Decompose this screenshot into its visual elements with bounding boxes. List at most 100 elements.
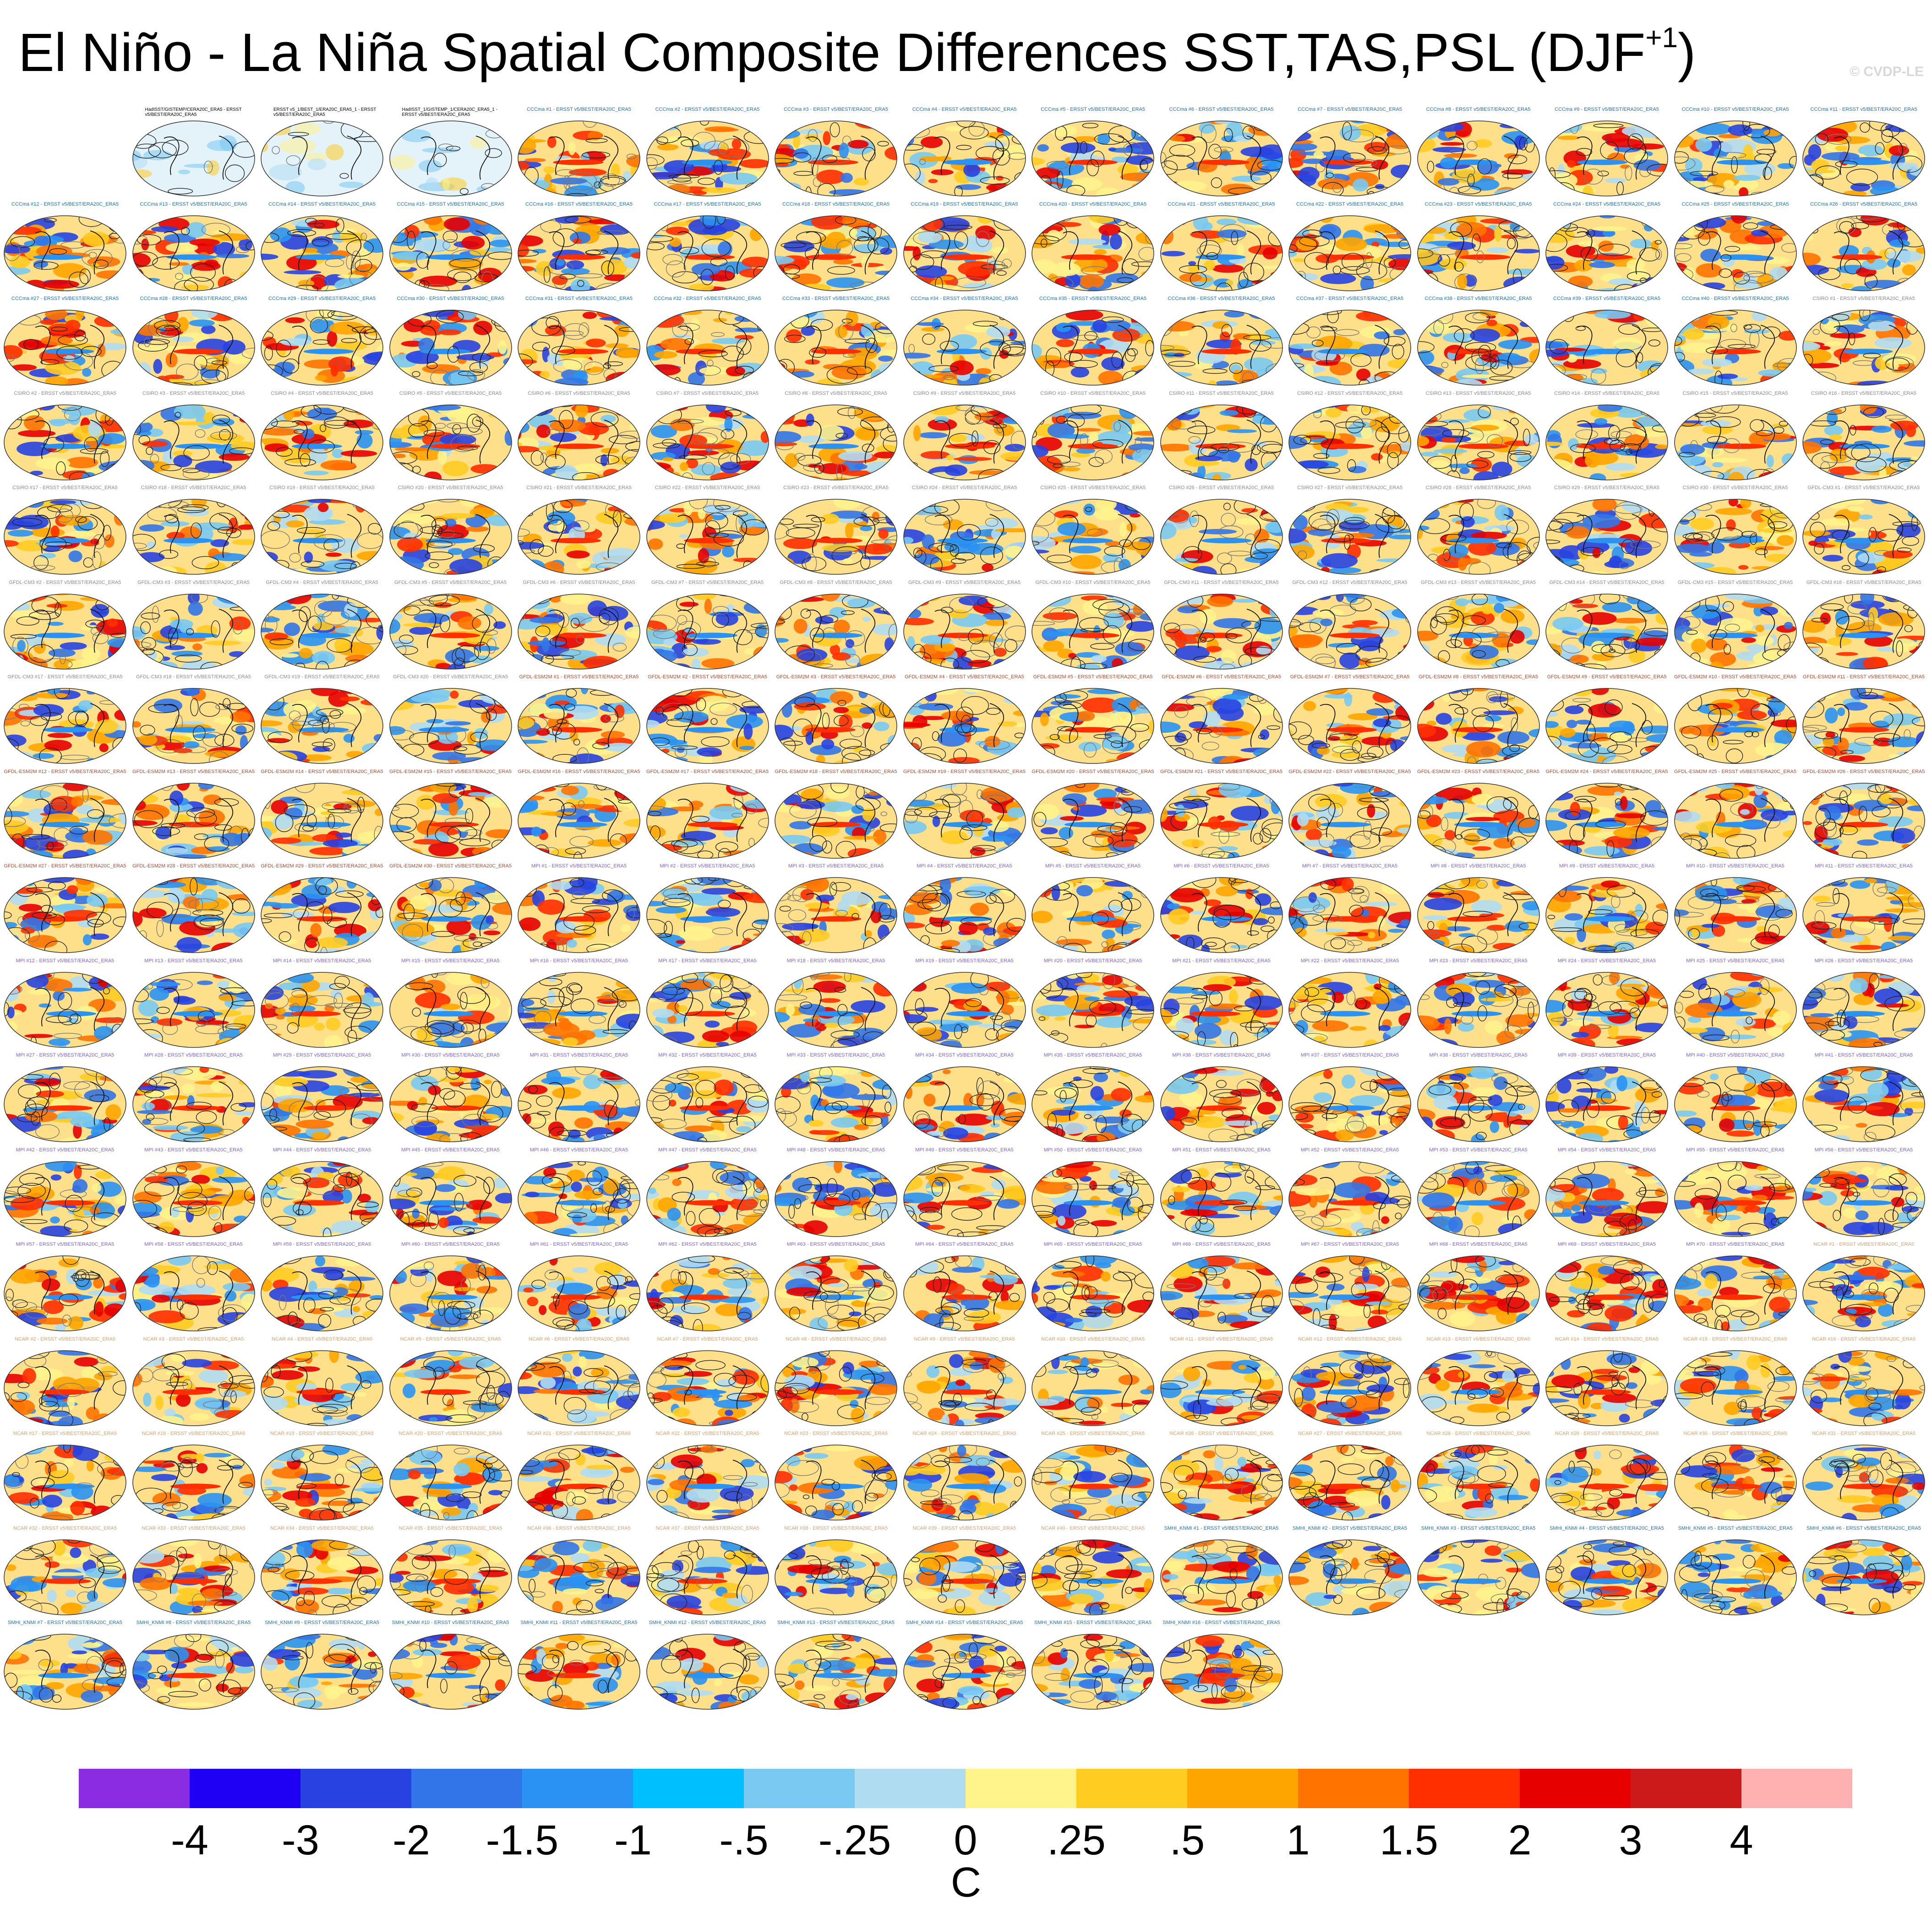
map-panel: GFDL-CM3 #3 - ERSST v5/BEST/ERA20C_ERA5 [131,580,257,670]
map-plot [1802,215,1925,291]
map-plot [1031,1161,1154,1237]
map-plot [389,215,512,291]
colorbar [79,1769,1852,1808]
map-plot [1160,1255,1283,1331]
map-panel: GFDL-ESM2M #10 - ERSST v5/BEST/ERA20C_ER… [1672,675,1799,764]
panel-title: CCCma #15 - ERSST v5/BEST/ERA20C_ERA5 [397,202,504,207]
map-panel: CCCma #33 - ERSST v5/BEST/ERA20C_ERA5 [773,296,899,386]
panel-title: CCCma #13 - ERSST v5/BEST/ERA20C_ERA5 [140,202,247,207]
map-panel: GFDL-CM3 #10 - ERSST v5/BEST/ERA20C_ERA5 [1030,580,1156,670]
panel-title: CCCma #38 - ERSST v5/BEST/ERA20C_ERA5 [1424,296,1532,301]
map-plot [1802,1161,1925,1237]
map-panel: MPI #29 - ERSST v5/BEST/ERA20C_ERA5 [259,1053,385,1143]
panel-title: MPI #21 - ERSST v5/BEST/ERA20C_ERA5 [1172,958,1271,964]
map-panel: MPI #46 - ERSST v5/BEST/ERA20C_ERA5 [516,1148,642,1238]
map-panel: MPI #70 - ERSST v5/BEST/ERA20C_ERA5 [1672,1242,1799,1332]
map-plot [1674,593,1797,670]
panel-title: CCCma #1 - ERSST v5/BEST/ERA20C_ERA5 [527,107,631,112]
panel-title: SMHI_KNMI #15 - ERSST v5/BEST/ERA20C_ERA… [1034,1620,1152,1625]
map-plot [775,782,897,859]
map-plot [132,1634,255,1710]
colorbar-segment [1187,1769,1298,1808]
map-plot [261,1445,383,1521]
panel-title: CCCma #28 - ERSST v5/BEST/ERA20C_ERA5 [140,296,247,301]
map-panel: CSIRO #18 - ERSST v5/BEST/ERA20C_ERA5 [131,485,257,575]
map-plot [903,1634,1026,1710]
panel-title: SMHI_KNMI #6 - ERSST v5/BEST/ERA20C_ERA5 [1806,1526,1921,1531]
panel-title: GFDL-ESM2M #5 - ERSST v5/BEST/ERA20C_ERA… [1033,675,1153,680]
panel-title: CCCma #35 - ERSST v5/BEST/ERA20C_ERA5 [1039,296,1146,301]
map-plot [1674,782,1797,859]
map-panel: CSIRO #28 - ERSST v5/BEST/ERA20C_ERA5 [1415,485,1542,575]
map-panel: CCCma #5 - ERSST v5/BEST/ERA20C_ERA5 [1030,107,1156,197]
map-plot [389,1161,512,1237]
map-plot [1417,877,1540,953]
map-panel: GFDL-CM3 #16 - ERSST v5/BEST/ERA20C_ERA5 [1801,580,1927,670]
map-plot [1545,593,1668,670]
map-panel: MPI #32 - ERSST v5/BEST/ERA20C_ERA5 [644,1053,771,1143]
panel-title: CSIRO #3 - ERSST v5/BEST/ERA20C_ERA5 [142,391,245,396]
map-panel: GFDL-CM3 #5 - ERSST v5/BEST/ERA20C_ERA5 [387,580,514,670]
map-panel: MPI #40 - ERSST v5/BEST/ERA20C_ERA5 [1672,1053,1799,1143]
map-plot [1417,1066,1540,1142]
map-plot [646,404,769,480]
map-panel: CCCma #19 - ERSST v5/BEST/ERA20C_ERA5 [901,202,1028,292]
map-plot [389,1634,512,1710]
map-panel: SMHI_KNMI #1 - ERSST v5/BEST/ERA20C_ERA5 [1158,1526,1285,1616]
map-plot [1160,215,1283,291]
panel-title: CSIRO #10 - ERSST v5/BEST/ERA20C_ERA5 [1040,391,1146,396]
panel-title: NCAR #14 - ERSST v5/BEST/ERA20C_ERA5 [1555,1336,1659,1342]
map-plot [132,1255,255,1331]
map-plot [261,877,383,953]
map-panel: GFDL-ESM2M #23 - ERSST v5/BEST/ERA20C_ER… [1415,769,1542,859]
map-plot [1545,499,1668,575]
map-plot [646,120,769,196]
panel-title: CCCma #16 - ERSST v5/BEST/ERA20C_ERA5 [525,202,633,207]
panel-title: NCAR #39 - ERSST v5/BEST/ERA20C_ERA5 [912,1526,1016,1531]
panel-title: MPI #70 - ERSST v5/BEST/ERA20C_ERA5 [1686,1242,1785,1247]
map-panel: CCCma #27 - ERSST v5/BEST/ERA20C_ERA5 [2,296,128,386]
map-panel: GFDL-ESM2M #1 - ERSST v5/BEST/ERA20C_ERA… [516,675,642,764]
panel-title: NCAR #7 - ERSST v5/BEST/ERA20C_ERA5 [657,1336,758,1342]
map-panel: GFDL-ESM2M #29 - ERSST v5/BEST/ERA20C_ER… [259,864,385,954]
map-plot [518,593,640,670]
map-plot [1160,120,1283,196]
map-plot [1160,1161,1283,1237]
map-plot [518,1255,640,1331]
map-panel: GFDL-ESM2M #3 - ERSST v5/BEST/ERA20C_ERA… [773,675,899,764]
panel-title: MPI #7 - ERSST v5/BEST/ERA20C_ERA5 [1302,864,1398,869]
map-panel: GFDL-ESM2M #27 - ERSST v5/BEST/ERA20C_ER… [2,864,128,954]
colorbar-segment [1741,1769,1852,1808]
map-plot [903,593,1026,670]
panel-title: MPI #56 - ERSST v5/BEST/ERA20C_ERA5 [1814,1147,1913,1153]
panel-title: MPI #1 - ERSST v5/BEST/ERA20C_ERA5 [531,864,627,869]
panel-title: GFDL-CM3 #13 - ERSST v5/BEST/ERA20C_ERA5 [1420,580,1536,585]
map-plot [1417,1539,1540,1615]
map-plot [1674,877,1797,953]
map-plot [132,877,255,953]
map-plot [1802,310,1925,386]
map-plot [1674,499,1797,575]
map-panel: NCAR #24 - ERSST v5/BEST/ERA20C_ERA5 [901,1431,1028,1521]
map-panel: NCAR #11 - ERSST v5/BEST/ERA20C_ERA5 [1158,1337,1285,1427]
panel-title: NCAR #36 - ERSST v5/BEST/ERA20C_ERA5 [527,1526,631,1531]
map-plot [1160,499,1283,575]
map-plot [1031,1066,1154,1142]
map-panel: NCAR #22 - ERSST v5/BEST/ERA20C_ERA5 [644,1431,771,1521]
panel-title: MPI #18 - ERSST v5/BEST/ERA20C_ERA5 [786,958,885,964]
panel-title: SMHI_KNMI #5 - ERSST v5/BEST/ERA20C_ERA5 [1678,1526,1793,1531]
map-plot [1802,1539,1925,1615]
map-plot [261,404,383,480]
map-panel: GFDL-CM3 #15 - ERSST v5/BEST/ERA20C_ERA5 [1672,580,1799,670]
panel-title: MPI #51 - ERSST v5/BEST/ERA20C_ERA5 [1172,1147,1271,1153]
panel-title: CCCma #34 - ERSST v5/BEST/ERA20C_ERA5 [911,296,1018,301]
panel-title: GFDL-ESM2M #21 - ERSST v5/BEST/ERA20C_ER… [1160,769,1283,774]
map-panel: GFDL-ESM2M #5 - ERSST v5/BEST/ERA20C_ERA… [1030,675,1156,764]
colorbar-tick-label: -.5 [719,1817,769,1864]
map-plot [1031,1445,1154,1521]
map-panel: SMHI_KNMI #12 - ERSST v5/BEST/ERA20C_ERA… [644,1620,771,1710]
panel-title: MPI #67 - ERSST v5/BEST/ERA20C_ERA5 [1300,1242,1399,1247]
map-plot [1802,1066,1925,1142]
map-panel: CSIRO #6 - ERSST v5/BEST/ERA20C_ERA5 [516,391,642,481]
map-panel: CCCma #36 - ERSST v5/BEST/ERA20C_ERA5 [1158,296,1285,386]
